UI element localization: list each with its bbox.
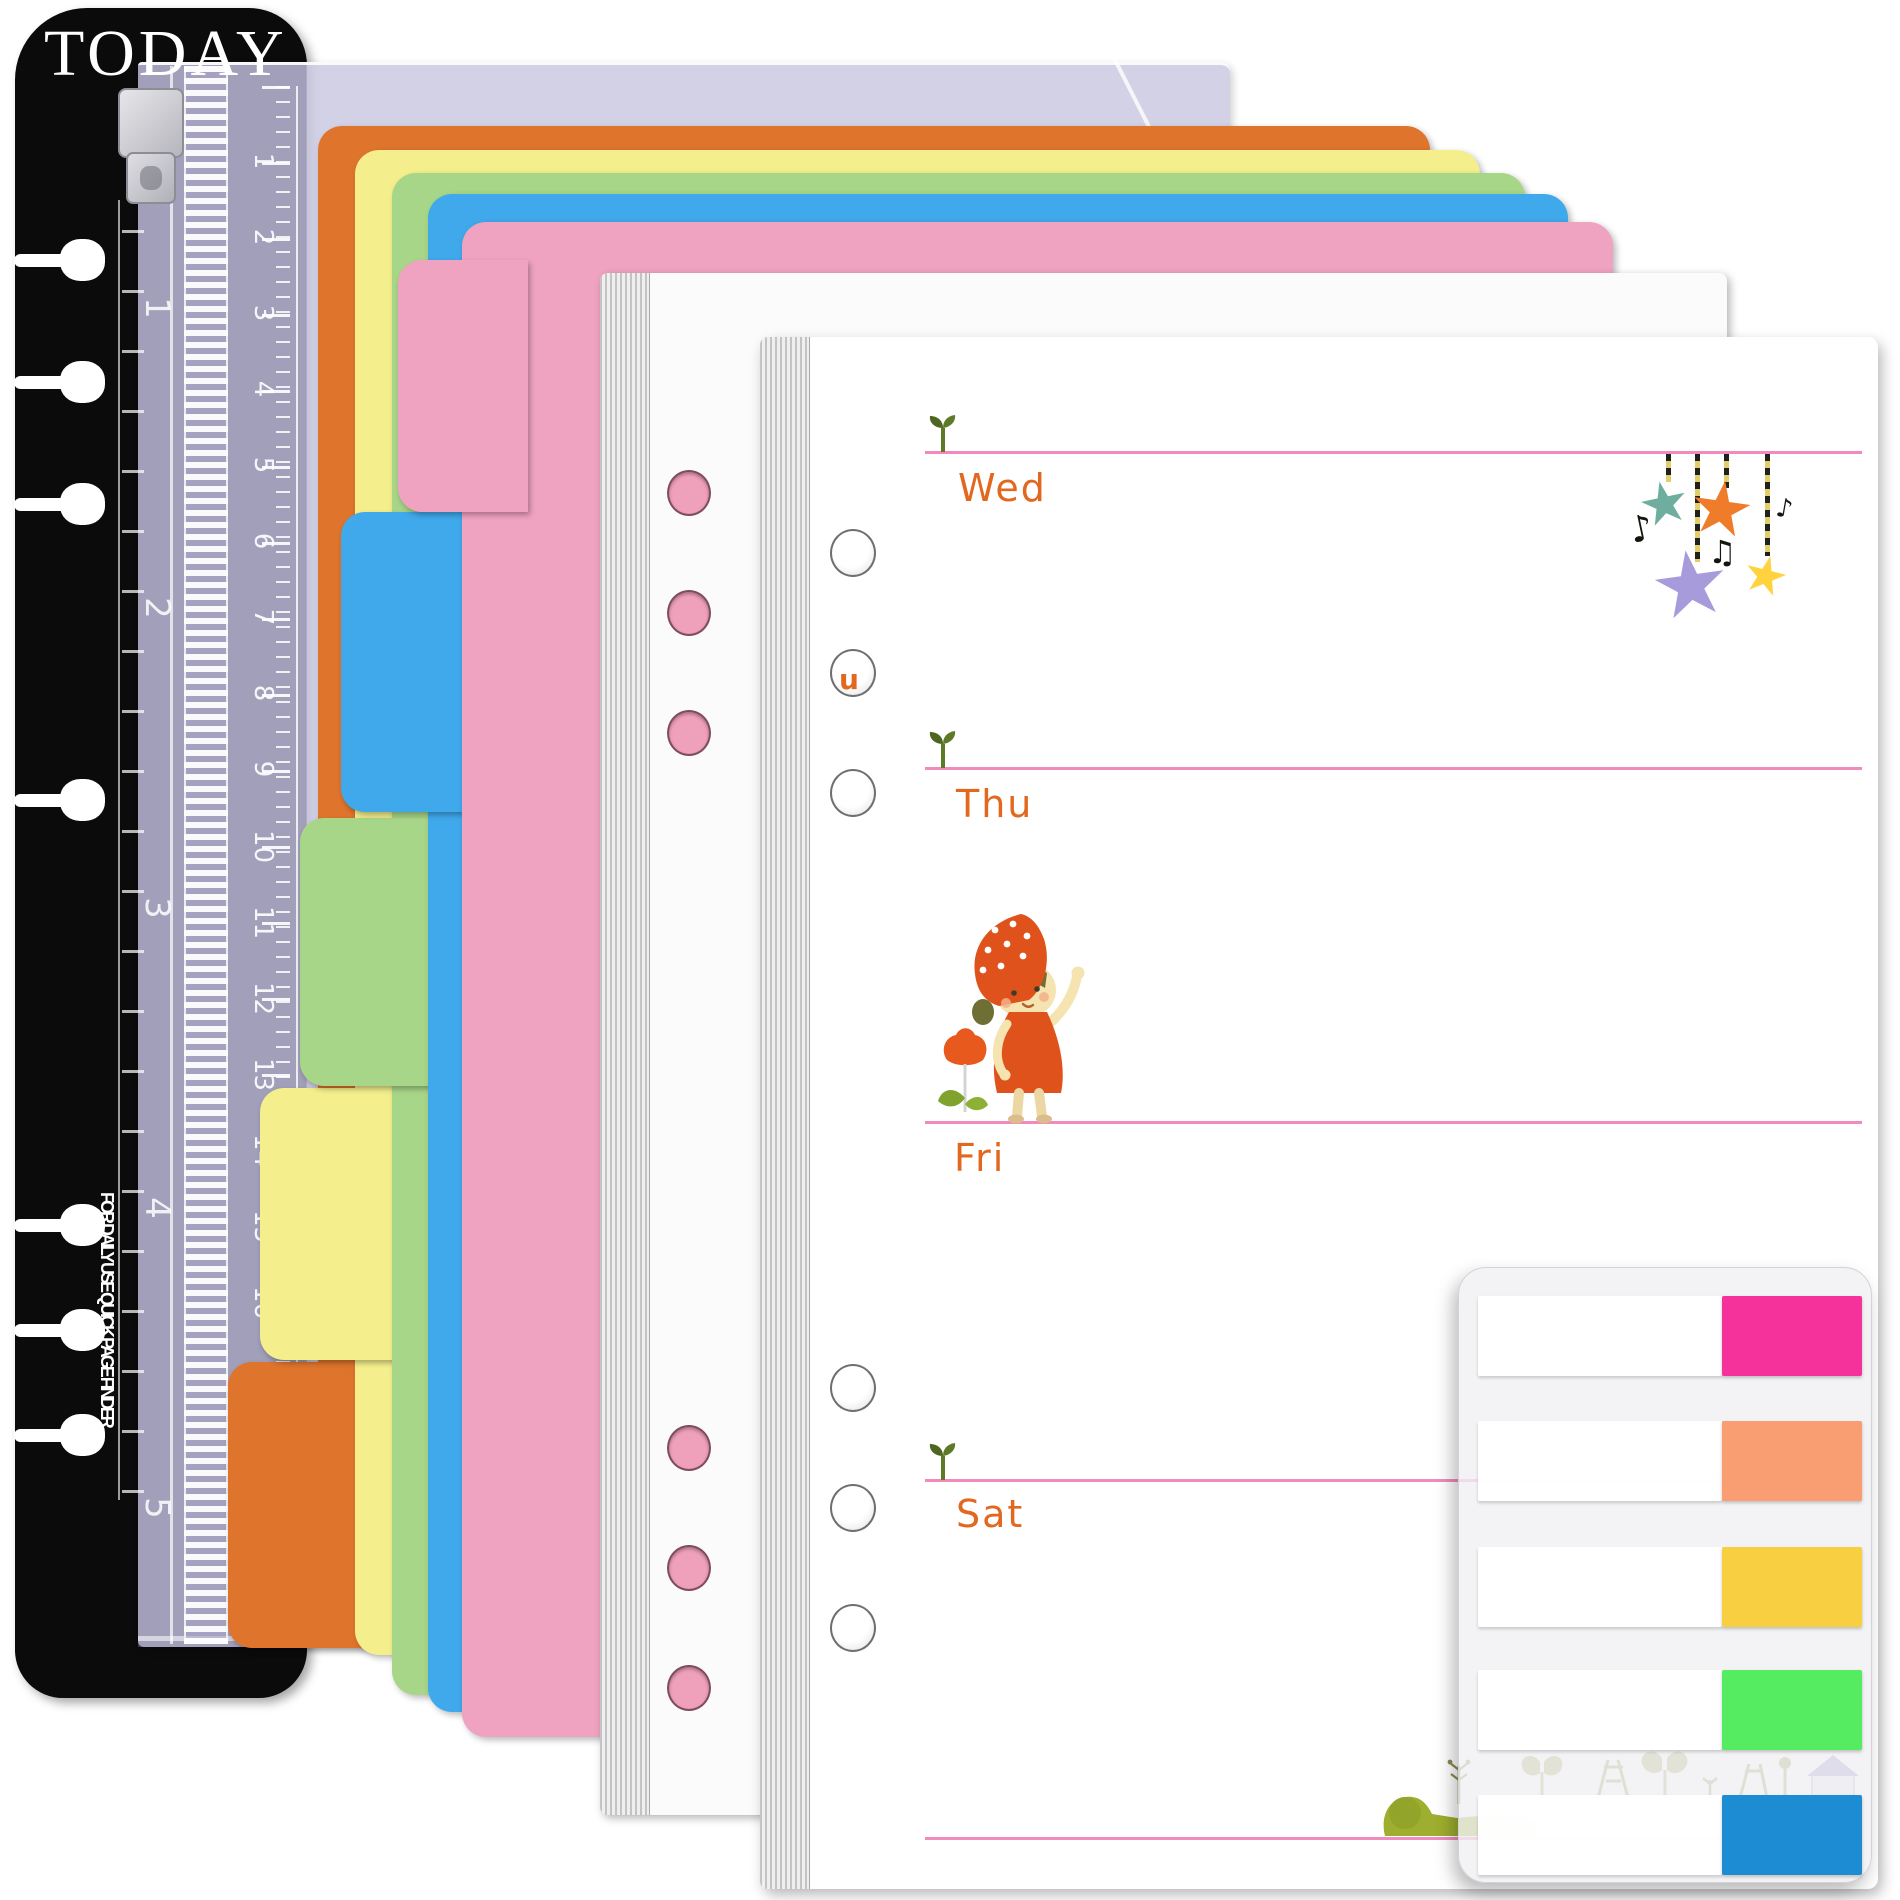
hanging-string — [1724, 454, 1729, 488]
punch-hole — [830, 1364, 876, 1412]
inch-ruler-edge — [118, 200, 120, 1500]
sprout-icon — [929, 1443, 956, 1480]
binder-keyhole-slot — [14, 483, 106, 525]
sprout-icon — [929, 415, 956, 452]
divider-tab-green — [300, 818, 452, 1086]
index-tab-green — [1722, 1670, 1862, 1750]
binder-keyhole-slot — [14, 361, 106, 403]
inch-ruler-number: 3 — [137, 897, 177, 919]
today-label: TODAY — [44, 17, 288, 90]
binder-keyhole-slot — [14, 1414, 106, 1456]
cm-ruler-number: 4 — [248, 380, 278, 398]
index-tab-strip — [1478, 1296, 1862, 1376]
index-tab-yellow — [1722, 1547, 1862, 1627]
zipper-rail — [170, 66, 173, 1644]
index-tab-clear-part — [1478, 1795, 1722, 1875]
day-rule-line — [925, 451, 1862, 454]
sprout-icon — [929, 731, 956, 768]
cm-ruler-number: 1 — [248, 152, 278, 170]
inch-ruler-number: 1 — [137, 297, 177, 319]
binder-keyhole-slot — [14, 1204, 106, 1246]
cm-ruler-number: 9 — [248, 760, 278, 778]
hanging-string — [1666, 454, 1671, 482]
inch-ruler-number: 4 — [137, 1197, 177, 1219]
index-tab-clear-part — [1478, 1421, 1722, 1501]
punch-hole — [830, 1484, 876, 1532]
punch-hole — [667, 1545, 711, 1591]
cm-ruler-edge — [296, 86, 298, 1376]
cm-ruler-number: 6 — [248, 532, 278, 550]
cm-ruler-number: 10 — [248, 830, 278, 864]
index-tab-strip — [1478, 1670, 1862, 1750]
binder-keyhole-slot — [14, 239, 106, 281]
sticky-index-tabs-pad — [1458, 1267, 1872, 1883]
punch-hole — [830, 1604, 876, 1652]
divider-tab-orange — [228, 1362, 380, 1648]
index-tab-strip — [1478, 1421, 1862, 1501]
day-label-sat: Sat — [956, 1492, 1025, 1536]
index-tab-clear-part — [1478, 1670, 1722, 1750]
day-rule-line — [925, 1121, 1862, 1124]
punch-hole: u — [830, 649, 876, 697]
cm-ruler-number: 7 — [248, 608, 278, 626]
zipper-slider — [118, 88, 184, 158]
index-tab-strip — [1478, 1547, 1862, 1627]
paper-stack-edge — [600, 273, 650, 1815]
cm-ruler-number: 5 — [248, 456, 278, 474]
inch-ruler-ticks — [122, 230, 144, 1500]
day-rule-line — [925, 1837, 1862, 1840]
day-label-wed: Wed — [958, 466, 1047, 510]
punch-hole — [667, 470, 711, 516]
index-tab-strip — [1478, 1795, 1862, 1875]
hanging-string — [1765, 454, 1770, 556]
day-label-thu: Thu — [956, 782, 1034, 826]
cm-ruler-number: 11 — [248, 906, 278, 940]
day-rule-line — [925, 1479, 1862, 1482]
music-note-icon: ♫ — [1708, 533, 1737, 571]
girl-illustration — [938, 914, 1085, 1124]
day-label-fri: Fri — [954, 1136, 1006, 1180]
cm-ruler-number: 13 — [248, 1058, 278, 1092]
zipper-teeth — [184, 66, 228, 1644]
cm-ruler-number: 8 — [248, 684, 278, 702]
punch-hole — [667, 710, 711, 756]
index-tab-clear-part — [1478, 1296, 1722, 1376]
punch-hole — [830, 769, 876, 817]
cm-ruler-number: 12 — [248, 982, 278, 1016]
binder-keyhole-slot — [14, 1309, 106, 1351]
hanging-string — [1695, 454, 1700, 562]
day-rule-line — [925, 767, 1862, 770]
binder-keyhole-slot — [14, 779, 106, 821]
index-tab-clear-part — [1478, 1547, 1722, 1627]
divider-tab-yellow — [260, 1088, 416, 1360]
inch-ruler-number: 5 — [137, 1497, 177, 1519]
cm-ruler-number: 2 — [248, 228, 278, 246]
index-tab-pink — [1722, 1296, 1862, 1376]
inch-ruler-number: 2 — [137, 597, 177, 619]
punch-hole — [667, 1665, 711, 1711]
peeking-letter: u — [839, 663, 859, 696]
punch-hole — [667, 590, 711, 636]
cm-ruler-number: 3 — [248, 304, 278, 322]
page-finder-slogan: FOR DAILY USE QUICK PAGE FINDER — [97, 1192, 117, 1426]
divider-tab-pink — [398, 260, 528, 512]
paper-stack-edge — [760, 337, 810, 1889]
punch-hole — [667, 1425, 711, 1471]
index-tab-blue — [1722, 1795, 1862, 1875]
zipper-pull — [126, 152, 176, 204]
punch-hole — [830, 529, 876, 577]
index-tab-orange — [1722, 1421, 1862, 1501]
